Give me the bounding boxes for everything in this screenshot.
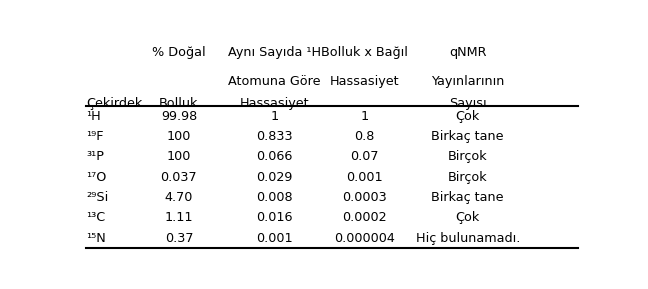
Text: Birçok: Birçok bbox=[448, 171, 487, 184]
Text: Çok: Çok bbox=[456, 211, 480, 224]
Text: Hiç bulunamadı.: Hiç bulunamadı. bbox=[415, 232, 520, 244]
Text: 0.037: 0.037 bbox=[161, 171, 197, 184]
Text: 0.001: 0.001 bbox=[256, 232, 293, 244]
Text: ¹⁹F: ¹⁹F bbox=[86, 130, 104, 143]
Text: 4.70: 4.70 bbox=[165, 191, 193, 204]
Text: Hassasiyet: Hassasiyet bbox=[330, 75, 400, 88]
Text: 0.016: 0.016 bbox=[256, 211, 293, 224]
Text: Birkaç tane: Birkaç tane bbox=[432, 191, 504, 204]
Text: Birçok: Birçok bbox=[448, 150, 487, 163]
Text: 0.029: 0.029 bbox=[256, 171, 292, 184]
Text: qNMR: qNMR bbox=[449, 46, 487, 59]
Text: 99.98: 99.98 bbox=[161, 110, 197, 123]
Text: 0.0002: 0.0002 bbox=[342, 211, 387, 224]
Text: Yayınlarının: Yayınlarının bbox=[431, 75, 504, 88]
Text: 0.0003: 0.0003 bbox=[342, 191, 387, 204]
Text: Atomuna Göre: Atomuna Göre bbox=[228, 75, 321, 88]
Text: 0.066: 0.066 bbox=[256, 150, 292, 163]
Text: % Doğal: % Doğal bbox=[152, 46, 206, 59]
Text: 0.07: 0.07 bbox=[351, 150, 379, 163]
Text: 0.000004: 0.000004 bbox=[334, 232, 395, 244]
Text: 0.8: 0.8 bbox=[354, 130, 375, 143]
Text: ¹⁷O: ¹⁷O bbox=[86, 171, 106, 184]
Text: Hassasiyet: Hassasiyet bbox=[240, 97, 309, 110]
Text: 0.833: 0.833 bbox=[256, 130, 293, 143]
Text: 1: 1 bbox=[361, 110, 369, 123]
Text: 1.11: 1.11 bbox=[165, 211, 193, 224]
Text: 100: 100 bbox=[167, 130, 191, 143]
Text: Birkaç tane: Birkaç tane bbox=[432, 130, 504, 143]
Text: 100: 100 bbox=[167, 150, 191, 163]
Text: ¹⁵N: ¹⁵N bbox=[86, 232, 106, 244]
Text: Bolluk: Bolluk bbox=[159, 97, 199, 110]
Text: ¹H: ¹H bbox=[86, 110, 101, 123]
Text: 0.37: 0.37 bbox=[165, 232, 193, 244]
Text: ³¹P: ³¹P bbox=[86, 150, 104, 163]
Text: ¹³C: ¹³C bbox=[86, 211, 105, 224]
Text: Bolluk x Bağıl: Bolluk x Bağıl bbox=[321, 46, 408, 59]
Text: Çok: Çok bbox=[456, 110, 480, 123]
Text: Aynı Sayıda ¹H: Aynı Sayıda ¹H bbox=[228, 46, 321, 59]
Text: ²⁹Si: ²⁹Si bbox=[86, 191, 108, 204]
Text: 1: 1 bbox=[270, 110, 279, 123]
Text: Sayısı: Sayısı bbox=[449, 97, 487, 110]
Text: 0.008: 0.008 bbox=[256, 191, 293, 204]
Text: Çekirdek: Çekirdek bbox=[86, 97, 143, 110]
Text: 0.001: 0.001 bbox=[347, 171, 383, 184]
